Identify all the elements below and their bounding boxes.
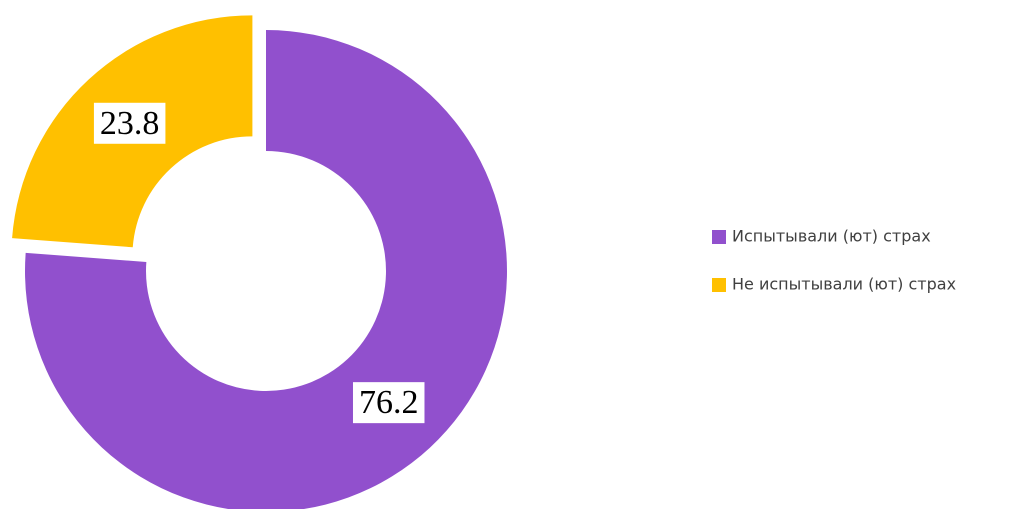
legend-label: Не испытывали (ют) страх — [732, 275, 956, 294]
legend-label: Испытывали (ют) страх — [732, 227, 931, 246]
legend-swatch — [712, 278, 726, 292]
data-label-box — [93, 102, 166, 144]
legend-swatch — [712, 230, 726, 244]
data-label: 76.2 — [359, 384, 419, 421]
data-label: 23.8 — [100, 105, 160, 142]
data-label-box — [352, 382, 425, 424]
